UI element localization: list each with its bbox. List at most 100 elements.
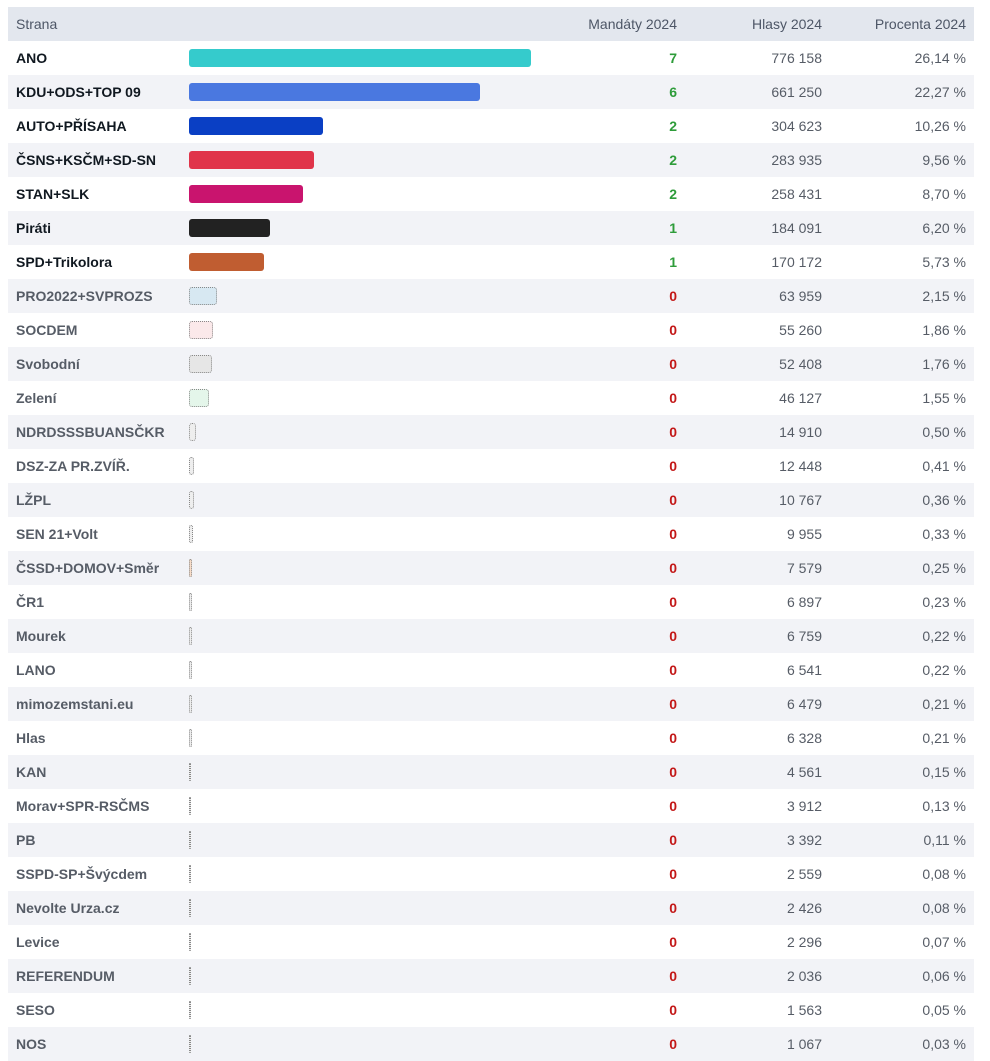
votes-value: 9 955	[786, 526, 822, 542]
party-name: ČSSD+DOMOV+Směr	[8, 551, 189, 585]
bar-cell	[189, 619, 549, 653]
header-votes[interactable]: Hlasy 2024	[685, 7, 830, 41]
party-name: Svobodní	[8, 347, 189, 381]
vote-share-bar	[189, 423, 196, 441]
vote-share-bar	[189, 491, 194, 509]
party-name: NOS	[8, 1027, 189, 1061]
votes-value: 184 091	[685, 211, 830, 245]
seats-value: 1	[549, 211, 685, 245]
vote-share-bar	[189, 525, 194, 543]
bar-cell	[189, 313, 549, 347]
seats-value: 0	[669, 730, 677, 746]
party-name: NDRDSSSBUANSČKR	[8, 415, 189, 449]
percent-value: 0,05 %	[922, 1002, 966, 1018]
party-name: DSZ-ZA PR.ZVÍŘ.	[16, 458, 130, 474]
bar-cell	[189, 959, 549, 993]
party-name: Piráti	[8, 211, 189, 245]
percent-value: 0,13 %	[922, 798, 966, 814]
results-table: Strana Mandáty 2024 Hlasy 2024 Procenta …	[8, 7, 974, 1061]
percent-value: 0,06 %	[830, 959, 974, 993]
header-seats[interactable]: Mandáty 2024	[549, 7, 685, 41]
bar-track	[189, 219, 541, 237]
vote-share-bar	[189, 729, 192, 747]
bar-track	[189, 729, 541, 747]
votes-value: 6 541	[786, 662, 822, 678]
results-table-container: Strana Mandáty 2024 Hlasy 2024 Procenta …	[8, 7, 974, 1061]
vote-share-bar	[189, 49, 531, 67]
header-party[interactable]: Strana	[8, 7, 549, 41]
party-name: SESO	[16, 1002, 55, 1018]
party-name: SSPD-SP+Švýcdem	[16, 866, 148, 882]
bar-track	[189, 185, 541, 203]
party-name: PRO2022+SVPROZS	[8, 279, 189, 313]
table-row: LANO 0 6 541 0,22 %	[8, 653, 974, 687]
header-percent[interactable]: Procenta 2024	[830, 7, 974, 41]
vote-share-bar	[189, 967, 191, 985]
bar-cell	[189, 755, 549, 789]
seats-value: 0	[549, 959, 685, 993]
votes-value: 6 897	[786, 594, 822, 610]
bar-track	[189, 967, 541, 985]
seats-value: 0	[549, 347, 685, 381]
party-name: KDU+ODS+TOP 09	[8, 75, 189, 109]
table-row: LŽPL 0 10 767 0,36 %	[8, 483, 974, 517]
votes-value: 14 910	[685, 415, 830, 449]
table-row: STAN+SLK 2 258 431 8,70 %	[8, 177, 974, 211]
seats-value: 0	[549, 279, 685, 313]
seats-value: 0	[669, 458, 677, 474]
vote-share-bar	[189, 389, 210, 407]
seats-value: 0	[549, 755, 685, 789]
bar-cell	[189, 211, 549, 245]
party-name: Levice	[16, 934, 60, 950]
vote-share-bar	[189, 831, 191, 849]
seats-value: 0	[549, 551, 685, 585]
bar-track	[189, 763, 541, 781]
vote-share-bar	[189, 1035, 191, 1053]
bar-track	[189, 1035, 541, 1053]
table-row: Zelení 0 46 127 1,55 %	[8, 381, 974, 415]
bar-cell	[189, 789, 549, 823]
seats-value: 0	[669, 934, 677, 950]
votes-value: 10 767	[685, 483, 830, 517]
percent-value: 0,08 %	[830, 891, 974, 925]
vote-share-bar	[189, 1001, 191, 1019]
party-name: ČR1	[16, 594, 45, 610]
table-row: Hlas 0 6 328 0,21 %	[8, 721, 974, 755]
votes-value: 6 759	[685, 619, 830, 653]
table-row: mimozemstani.eu 0 6 479 0,21 %	[8, 687, 974, 721]
table-row: ANO 7 776 158 26,14 %	[8, 41, 974, 75]
bar-cell	[189, 823, 549, 857]
seats-value: 0	[549, 619, 685, 653]
percent-value: 0,21 %	[922, 730, 966, 746]
bar-track	[189, 865, 541, 883]
table-row: AUTO+PŘÍSAHA 2 304 623 10,26 %	[8, 109, 974, 143]
vote-share-bar	[189, 83, 481, 101]
seats-value: 0	[669, 662, 677, 678]
party-name: Zelení	[16, 390, 57, 406]
seats-value: 0	[669, 798, 677, 814]
percent-value: 10,26 %	[914, 118, 966, 134]
table-row: KDU+ODS+TOP 09 6 661 250 22,27 %	[8, 75, 974, 109]
bar-track	[189, 899, 541, 917]
seats-value: 0	[669, 594, 677, 610]
bar-track	[189, 933, 541, 951]
percent-value: 1,86 %	[922, 322, 966, 338]
bar-cell	[189, 585, 549, 619]
vote-share-bar	[189, 117, 324, 135]
bar-cell	[189, 347, 549, 381]
vote-share-bar	[189, 797, 191, 815]
bar-cell	[189, 449, 549, 483]
vote-share-bar	[189, 695, 192, 713]
party-name: KAN	[8, 755, 189, 789]
votes-value: 46 127	[779, 390, 822, 406]
table-row: NOS 0 1 067 0,03 %	[8, 1027, 974, 1061]
votes-value: 6 479	[685, 687, 830, 721]
bar-track	[189, 49, 541, 67]
percent-value: 1,76 %	[830, 347, 974, 381]
votes-value: 283 935	[685, 143, 830, 177]
party-name: LANO	[16, 662, 56, 678]
votes-value: 2 426	[685, 891, 830, 925]
bar-cell	[189, 381, 549, 415]
party-name: STAN+SLK	[16, 186, 90, 202]
votes-value: 55 260	[779, 322, 822, 338]
